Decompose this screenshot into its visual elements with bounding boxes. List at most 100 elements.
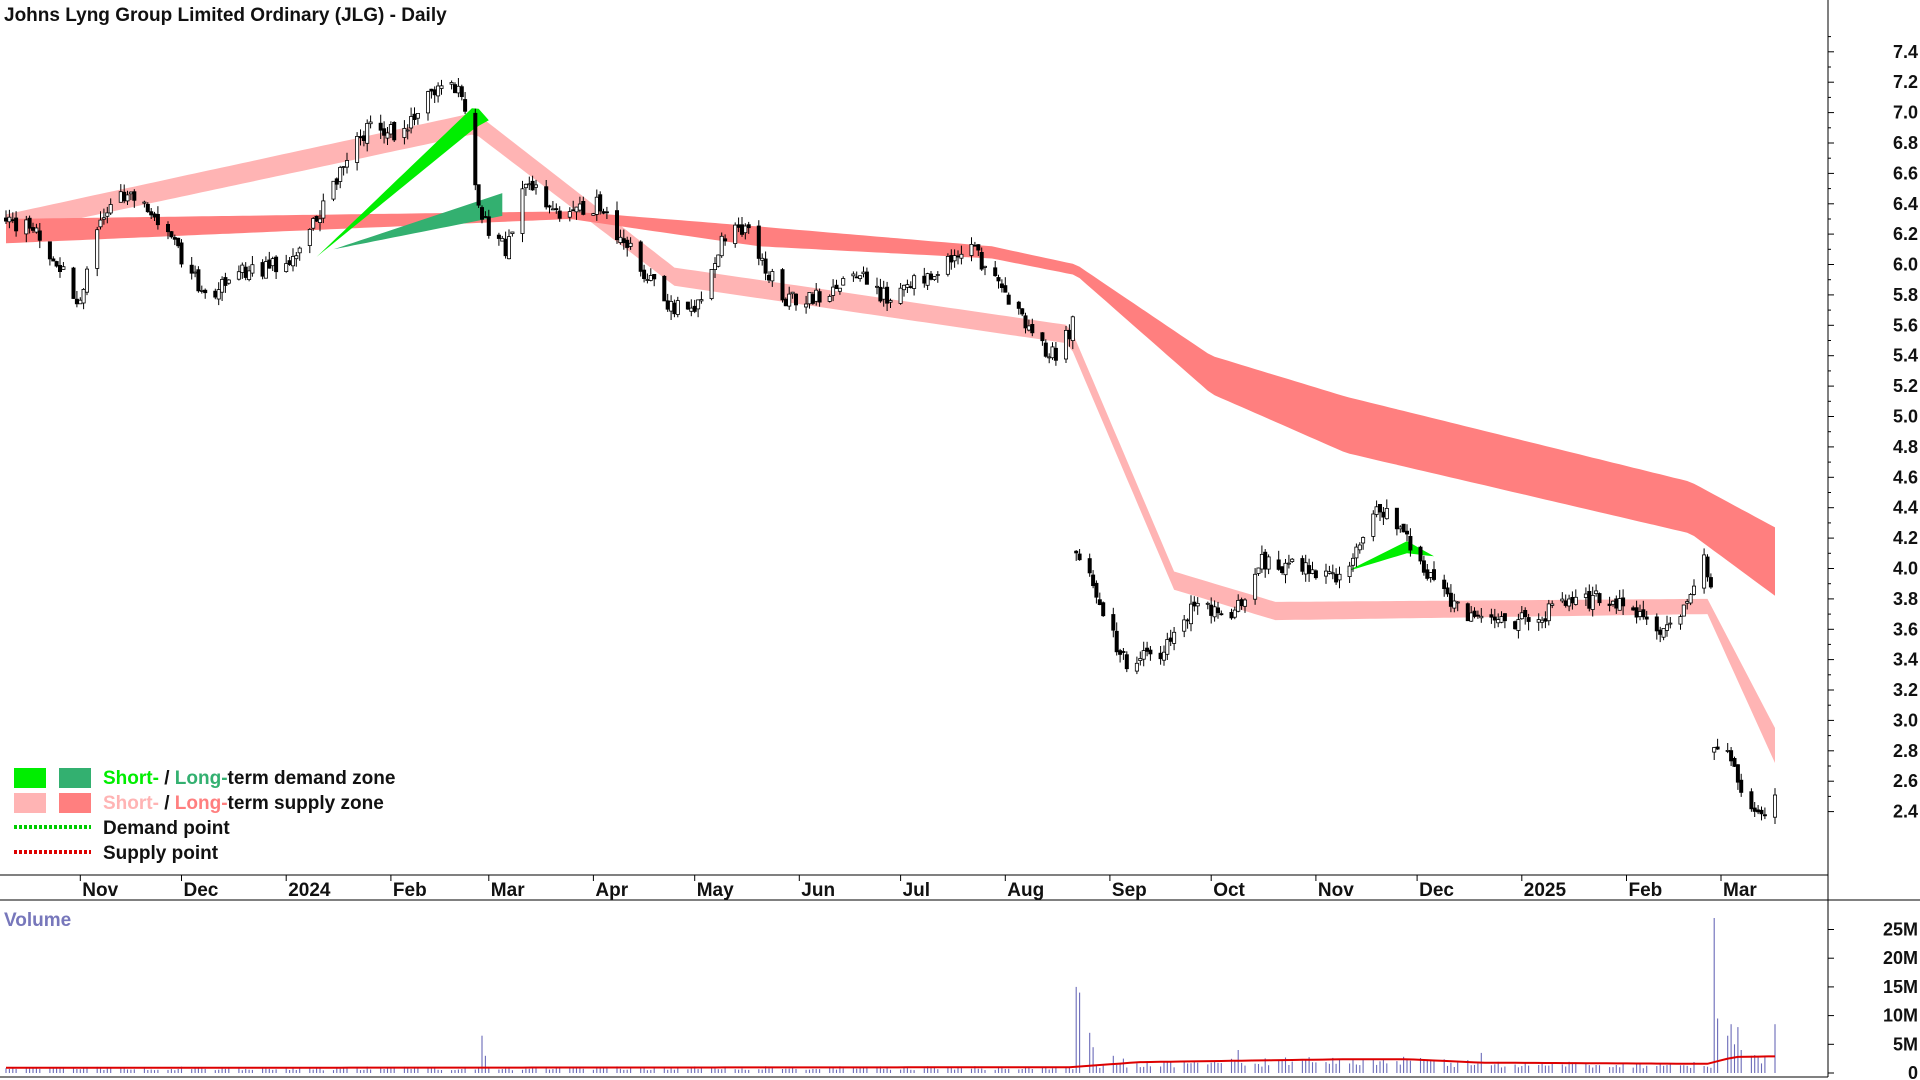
legend-swatch-short-demand: [14, 768, 46, 788]
candle-body: [290, 255, 295, 267]
candle-body: [1408, 536, 1413, 551]
candle-body: [378, 122, 383, 131]
price-tick-label: 7.2: [1893, 72, 1918, 92]
candle-body: [959, 253, 964, 259]
candle-body: [338, 166, 343, 182]
candle-body: [1540, 619, 1545, 623]
volume-layer: [5, 918, 1776, 1073]
candle-body: [132, 191, 137, 201]
candle-body: [1141, 650, 1146, 660]
candle-body: [1067, 329, 1072, 340]
candle-body: [473, 112, 478, 186]
candle-body: [1725, 750, 1730, 752]
candle-body: [1074, 550, 1079, 554]
candle-body: [1091, 574, 1096, 587]
candle-body: [149, 211, 154, 216]
price-tick-label: 4.6: [1893, 467, 1918, 487]
candle-body: [1168, 637, 1173, 642]
candle-body: [1519, 612, 1524, 620]
candle-body: [1216, 607, 1221, 614]
candle-body: [78, 299, 83, 305]
candle-body: [807, 291, 812, 305]
candle-body: [1077, 553, 1082, 561]
candle-body: [361, 135, 366, 142]
candle-body: [193, 271, 198, 274]
candle-body: [1455, 601, 1460, 604]
candle-body: [1621, 597, 1626, 607]
candle-body: [452, 84, 457, 94]
candle-body: [577, 203, 582, 211]
candle-body: [557, 210, 562, 219]
candle-body: [449, 82, 454, 85]
candle-body: [1300, 558, 1305, 572]
candle-body: [1773, 794, 1778, 818]
candle-body: [1263, 551, 1268, 570]
candle-body: [1212, 606, 1217, 618]
volume-tick-label: 15M: [1883, 977, 1918, 997]
candle-body: [669, 300, 674, 312]
candle-body: [27, 217, 32, 229]
candle-body: [905, 284, 910, 288]
candle-body: [713, 263, 718, 271]
candle-body: [243, 266, 248, 278]
candle-body: [814, 289, 819, 302]
candle-body: [226, 279, 231, 284]
candle-body: [1124, 654, 1129, 670]
candle-body: [1715, 746, 1720, 750]
volume-tick-label: 0: [1908, 1063, 1918, 1080]
candle-body: [935, 274, 940, 276]
candle-body: [1347, 565, 1352, 577]
candle-body: [1114, 630, 1119, 653]
candle-body: [34, 227, 39, 233]
price-tick-label: 4.2: [1893, 528, 1918, 548]
candle-body: [1665, 624, 1670, 631]
candle-body: [1189, 603, 1194, 625]
candle-body: [1374, 506, 1379, 515]
candle-body: [1182, 619, 1187, 632]
candle-body: [1472, 610, 1477, 617]
candle-body: [1418, 546, 1423, 562]
candle-body: [1192, 601, 1197, 607]
candle-body: [1692, 585, 1697, 595]
candle-body: [858, 275, 863, 280]
candle-body: [1634, 607, 1639, 618]
candle-body: [71, 267, 76, 299]
volume-tick-label: 5M: [1893, 1034, 1918, 1054]
candle-body: [74, 298, 79, 305]
candle-body: [1570, 597, 1575, 604]
time-tick-label: Jul: [903, 880, 930, 901]
candle-body: [125, 194, 130, 202]
candle-body: [297, 247, 302, 254]
candle-body: [95, 229, 100, 269]
candle-body: [929, 273, 934, 280]
volume-title: Volume: [4, 910, 71, 931]
time-tick-label: 2025: [1524, 880, 1567, 901]
candle-body: [834, 284, 839, 290]
time-tick-label: Apr: [595, 880, 628, 901]
candle-body: [1162, 651, 1167, 661]
price-tick-label: 4.4: [1893, 498, 1918, 518]
price-tick-label: 6.8: [1893, 133, 1918, 153]
candles-layer: [4, 78, 1778, 824]
candle-body: [402, 127, 407, 138]
candle-body: [1465, 603, 1470, 622]
candle-body: [1428, 572, 1433, 578]
candle-body: [648, 275, 653, 281]
candle-body: [1479, 615, 1484, 619]
candle-body: [415, 113, 420, 119]
candle-body: [523, 183, 528, 189]
candle-body: [1614, 598, 1619, 609]
candle-body: [1752, 807, 1757, 812]
candle-body: [1310, 569, 1315, 574]
candle-body: [1489, 614, 1494, 618]
candle-body: [1398, 526, 1403, 530]
legend-demand-long: Long-: [175, 768, 228, 789]
candle-body: [314, 215, 319, 222]
candle-body: [236, 271, 241, 280]
candle-body: [61, 266, 66, 270]
candle-body: [601, 211, 606, 214]
candle-body: [1594, 590, 1599, 595]
candle-body: [756, 225, 761, 259]
price-tick-label: 2.4: [1893, 802, 1918, 822]
candle-body: [456, 85, 461, 94]
